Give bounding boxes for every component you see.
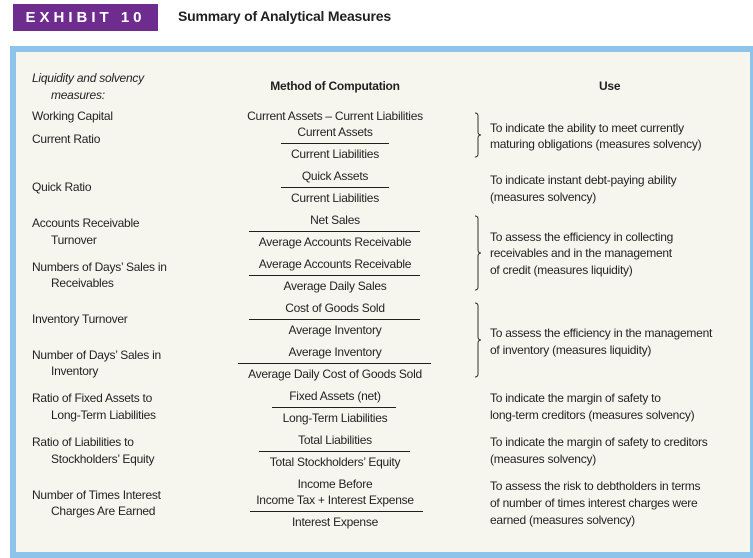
right-brace-icon xyxy=(474,112,482,158)
use-text: To indicate instant debt-paying ability xyxy=(490,173,677,187)
measure-name: Quick Ratio xyxy=(32,180,92,194)
numerator: Average Accounts Receivable xyxy=(258,257,412,271)
fraction-bar xyxy=(249,319,420,320)
numerator: Income Before xyxy=(297,477,373,491)
numerator: Quick Assets xyxy=(301,169,369,183)
measure-name: Inventory xyxy=(51,364,99,378)
use-text: (measures solvency) xyxy=(490,190,596,204)
measure-name: Numbers of Days’ Sales in xyxy=(32,260,167,274)
measure-name: Number of Times Interest xyxy=(32,488,161,502)
measure-name: Ratio of Fixed Assets to xyxy=(32,391,153,405)
use-text: To indicate the margin of safety to xyxy=(490,391,661,405)
section-heading: Liquidity and solvency xyxy=(32,71,144,85)
denominator: Current Liabilities xyxy=(291,147,379,161)
denominator: Average Daily Cost of Goods Sold xyxy=(248,367,422,381)
numerator: Current Assets xyxy=(297,125,373,139)
use-text: of credit (measures liquidity) xyxy=(490,263,633,277)
measure-name: Accounts Receivable xyxy=(32,216,140,230)
formula: Current Assets – Current Liabilities xyxy=(247,109,423,123)
fraction-bar xyxy=(250,511,423,512)
numerator: Cost of Goods Sold xyxy=(285,301,385,315)
measure-name: Receivables xyxy=(51,276,114,290)
right-brace-icon xyxy=(474,215,482,291)
use-column-header: Use xyxy=(599,79,621,93)
numerator: Average Inventory xyxy=(288,345,382,359)
fraction-bar xyxy=(238,363,431,364)
fraction-bar xyxy=(272,407,396,408)
use-text: To assess the efficiency in the manageme… xyxy=(490,326,713,340)
fraction-bar xyxy=(249,231,420,232)
method-column-header: Method of Computation xyxy=(270,79,400,93)
use-text: To indicate the ability to meet currentl… xyxy=(490,121,684,135)
use-text: long-term creditors (measures solvency) xyxy=(490,408,695,422)
denominator: Average Daily Sales xyxy=(283,279,387,293)
exhibit-badge: EXHIBIT 10 xyxy=(13,4,158,31)
denominator: Long-Term Liabilities xyxy=(282,411,388,425)
denominator: Current Liabilities xyxy=(291,191,379,205)
use-text: earned (measures solvency) xyxy=(490,513,635,527)
use-text: maturing obligations (measures solvency) xyxy=(490,137,702,151)
measure-name: Charges Are Earned xyxy=(51,504,156,518)
measure-name: Working Capital xyxy=(32,109,113,123)
measure-name: Turnover xyxy=(51,233,97,247)
exhibit-title: Summary of Analytical Measures xyxy=(178,8,391,24)
use-text: (measures solvency) xyxy=(490,452,596,466)
fraction-bar xyxy=(249,275,420,276)
denominator: Average Inventory xyxy=(288,323,382,337)
denominator: Average Accounts Receivable xyxy=(258,235,412,249)
use-text: To assess the efficiency in collecting xyxy=(490,230,674,244)
right-brace-icon xyxy=(474,302,482,378)
use-text: To indicate the margin of safety to cred… xyxy=(490,435,708,449)
exhibit-panel xyxy=(10,46,753,558)
section-heading: measures: xyxy=(51,88,105,102)
measure-name: Ratio of Liabilities to xyxy=(32,435,134,449)
fraction-bar xyxy=(281,143,389,144)
measure-name: Number of Days’ Sales in xyxy=(32,348,161,362)
numerator: Income Tax + Interest Expense xyxy=(256,493,414,507)
denominator: Interest Expense xyxy=(291,515,379,529)
numerator: Fixed Assets (net) xyxy=(289,389,381,403)
use-text: of number of times interest charges were xyxy=(490,496,698,510)
numerator: Net Sales xyxy=(310,213,360,227)
fraction-bar xyxy=(259,451,410,452)
measure-name: Current Ratio xyxy=(32,132,101,146)
measure-name: Stockholders’ Equity xyxy=(51,452,155,466)
numerator: Total Liabilities xyxy=(298,433,372,447)
measure-name: Long-Term Liabilities xyxy=(51,408,156,422)
measure-name: Inventory Turnover xyxy=(32,312,128,326)
denominator: Total Stockholders’ Equity xyxy=(269,455,401,469)
use-text: of inventory (measures liquidity) xyxy=(490,343,652,357)
fraction-bar xyxy=(281,187,389,188)
use-text: receivables and in the management xyxy=(490,246,672,260)
use-text: To assess the risk to debtholders in ter… xyxy=(490,479,701,493)
